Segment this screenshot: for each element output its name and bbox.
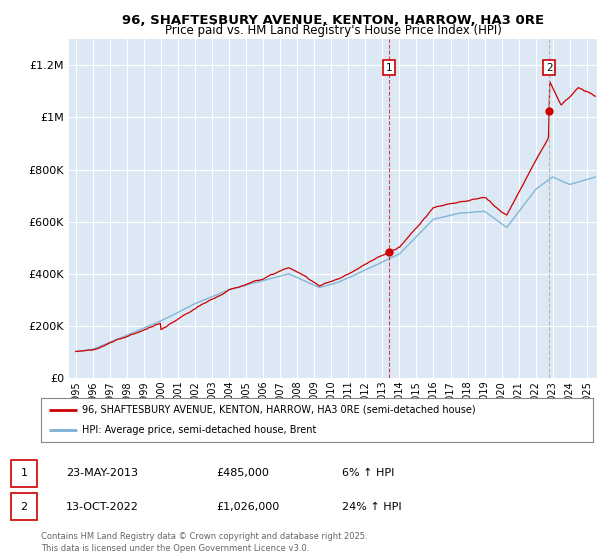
Text: 96, SHAFTESBURY AVENUE, KENTON, HARROW, HA3 0RE (semi-detached house): 96, SHAFTESBURY AVENUE, KENTON, HARROW, … <box>82 405 476 415</box>
Text: 96, SHAFTESBURY AVENUE, KENTON, HARROW, HA3 0RE: 96, SHAFTESBURY AVENUE, KENTON, HARROW, … <box>122 14 544 27</box>
Text: 2: 2 <box>20 502 28 512</box>
Text: 1: 1 <box>386 63 392 73</box>
Text: 6% ↑ HPI: 6% ↑ HPI <box>342 468 394 478</box>
Text: HPI: Average price, semi-detached house, Brent: HPI: Average price, semi-detached house,… <box>82 425 317 435</box>
Text: Price paid vs. HM Land Registry's House Price Index (HPI): Price paid vs. HM Land Registry's House … <box>164 24 502 36</box>
Text: 1: 1 <box>20 468 28 478</box>
Text: 2: 2 <box>546 63 553 73</box>
Text: 13-OCT-2022: 13-OCT-2022 <box>66 502 139 512</box>
Text: 24% ↑ HPI: 24% ↑ HPI <box>342 502 401 512</box>
Text: £485,000: £485,000 <box>216 468 269 478</box>
Text: Contains HM Land Registry data © Crown copyright and database right 2025.
This d: Contains HM Land Registry data © Crown c… <box>41 533 367 553</box>
Text: 23-MAY-2013: 23-MAY-2013 <box>66 468 138 478</box>
Text: £1,026,000: £1,026,000 <box>216 502 279 512</box>
